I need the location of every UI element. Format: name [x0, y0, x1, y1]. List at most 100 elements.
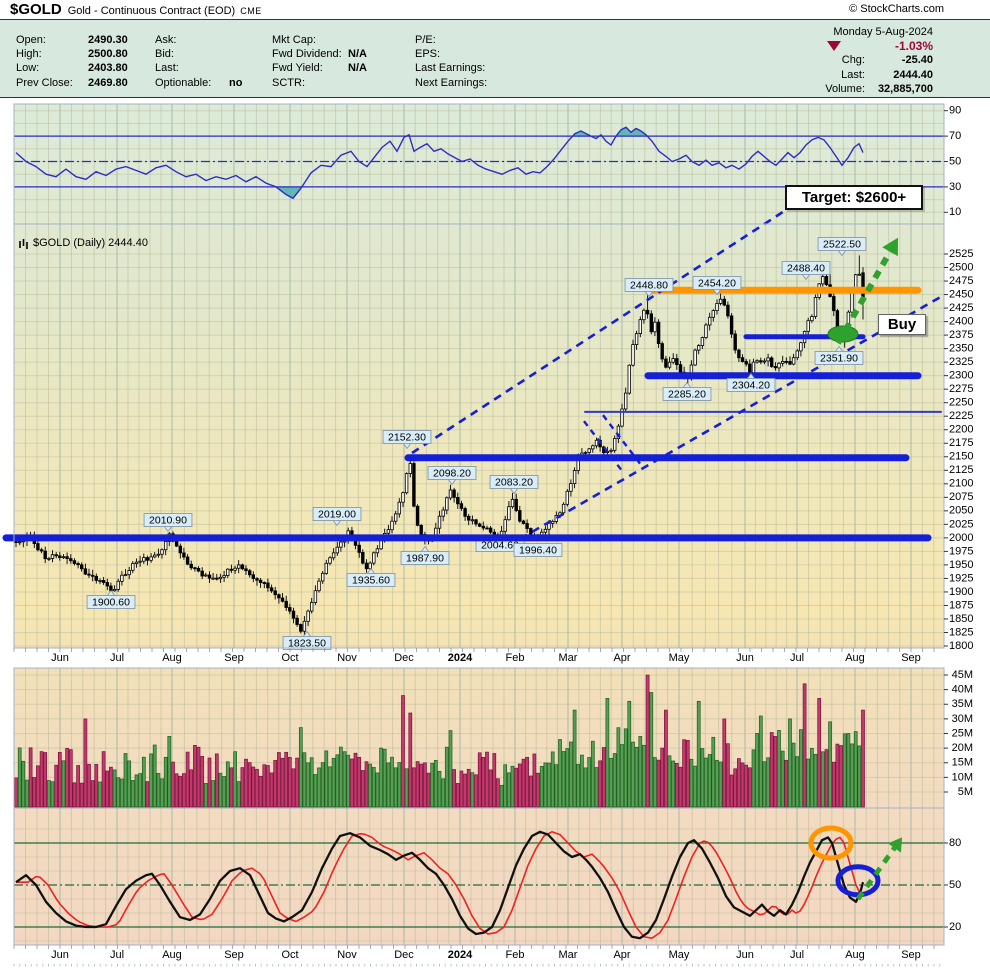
svg-text:Sep: Sep	[901, 949, 921, 961]
svg-text:Feb: Feb	[506, 949, 525, 961]
title-bar: $GOLD Gold - Continuous Contract (EOD) CME	[10, 1, 980, 18]
candlesticks	[14, 255, 865, 636]
svg-text:40M: 40M	[952, 684, 973, 696]
oscillator-main-line	[15, 830, 865, 940]
svg-text:1825: 1825	[949, 626, 973, 638]
quote-field-value: no	[229, 76, 243, 89]
quote-field-value: 2490.30	[88, 34, 128, 47]
svg-text:Sep: Sep	[901, 652, 921, 664]
svg-text:Dec: Dec	[394, 652, 414, 664]
svg-text:20: 20	[949, 921, 961, 933]
chg-value: -25.40	[901, 54, 933, 67]
highlight-ring	[808, 825, 854, 861]
quote-col-bidask: Ask: Bid: Last: Optionable: no	[155, 33, 242, 90]
svg-text:Aug: Aug	[845, 652, 865, 664]
svg-text:2125: 2125	[949, 464, 973, 476]
quote-row: Fwd Dividend: N/A	[272, 47, 367, 61]
quote-chg-row: Chg: -25.40	[773, 53, 933, 67]
svg-text:10M: 10M	[952, 771, 973, 783]
price-label: 2285.20	[662, 381, 712, 401]
svg-text:2098.20: 2098.20	[433, 467, 471, 479]
quote-right-block: Monday 5-Aug-2024 -1.03% Chg: -25.40 Las…	[773, 25, 933, 96]
svg-text:2200: 2200	[949, 424, 973, 436]
svg-text:2375: 2375	[949, 329, 973, 341]
svg-text:2522.50: 2522.50	[823, 238, 861, 250]
svg-text:5M: 5M	[958, 786, 973, 798]
volume-label: Volume:	[825, 82, 865, 95]
svg-text:2100: 2100	[949, 478, 973, 490]
svg-text:Sep: Sep	[224, 652, 244, 664]
quote-col-earnings: P/E: EPS: Last Earnings: Next Earnings:	[415, 33, 487, 90]
svg-text:2351.90: 2351.90	[820, 352, 858, 364]
quote-field-label: Optionable:	[155, 76, 212, 89]
price-label: 2010.90	[143, 513, 193, 533]
svg-text:May: May	[669, 652, 690, 664]
price-label: 1996.40	[513, 543, 563, 557]
svg-text:Aug: Aug	[162, 949, 182, 961]
svg-text:Oct: Oct	[281, 949, 298, 961]
quote-field-label: Fwd Yield:	[272, 62, 323, 75]
quote-row: EPS:	[415, 47, 487, 61]
quote-row: Fwd Yield: N/A	[272, 61, 367, 75]
quote-row: Mkt Cap:	[272, 33, 367, 47]
svg-text:2525: 2525	[949, 248, 973, 260]
ticker-name: Gold - Continuous Contract (EOD)	[67, 5, 236, 17]
svg-text:Sep: Sep	[224, 949, 244, 961]
svg-text:10: 10	[949, 206, 961, 218]
quote-field-label: Low:	[16, 62, 40, 75]
quote-row: Bid:	[155, 47, 242, 61]
price-label: 2454.20	[692, 276, 742, 296]
oscillator-signal-line	[16, 830, 861, 940]
svg-text:1800: 1800	[949, 640, 973, 652]
quote-row: Prev Close: 2469.80	[16, 76, 128, 90]
svg-text:2400: 2400	[949, 315, 973, 327]
svg-text:2050: 2050	[949, 505, 973, 517]
svg-text:Nov: Nov	[337, 949, 357, 961]
price-label: 2488.40	[781, 261, 831, 281]
svg-text:2300: 2300	[949, 370, 973, 382]
svg-text:30: 30	[949, 181, 961, 193]
ticker-symbol: $GOLD	[10, 1, 62, 18]
svg-text:2010.90: 2010.90	[149, 514, 187, 526]
buy-point-ellipse	[827, 325, 859, 343]
quote-row: P/E:	[415, 33, 487, 47]
svg-text:2488.40: 2488.40	[787, 262, 825, 274]
quote-field-label: Last:	[155, 62, 179, 75]
svg-text:35M: 35M	[952, 698, 973, 710]
svg-text:1925: 1925	[949, 572, 973, 584]
quote-last-row: Last: 2444.40	[773, 68, 933, 82]
svg-text:2350: 2350	[949, 343, 973, 355]
svg-text:2175: 2175	[949, 437, 973, 449]
quote-col-fundamentals: Mkt Cap: Fwd Dividend: N/A Fwd Yield: N/A SCT…	[272, 33, 367, 90]
quote-field-value: N/A	[348, 62, 367, 75]
svg-text:May: May	[669, 949, 690, 961]
quote-row: Optionable: no	[155, 76, 242, 90]
rsi-line	[15, 126, 864, 200]
svg-text:1850: 1850	[949, 613, 973, 625]
svg-text:2450: 2450	[949, 288, 973, 300]
svg-text:2285.20: 2285.20	[668, 388, 706, 400]
svg-text:2225: 2225	[949, 410, 973, 422]
axis-ticks	[13, 648, 941, 967]
quote-field-label: Next Earnings:	[415, 76, 488, 89]
copyright: © StockCharts.com	[849, 3, 944, 15]
svg-text:50: 50	[949, 155, 961, 167]
quote-row: Next Earnings:	[415, 76, 487, 90]
svg-text:Mar: Mar	[559, 949, 578, 961]
svg-text:2000: 2000	[949, 532, 973, 544]
quote-field-label: Bid:	[155, 48, 174, 61]
quote-field-label: Mkt Cap:	[272, 34, 317, 47]
svg-text:1975: 1975	[949, 545, 973, 557]
svg-text:Feb: Feb	[506, 652, 525, 664]
volume-bars	[14, 674, 865, 808]
svg-text:1875: 1875	[949, 599, 973, 611]
svg-text:Jun: Jun	[736, 652, 754, 664]
price-label: 1935.60	[346, 567, 396, 587]
exchange-label: CME	[240, 6, 262, 16]
svg-text:2475: 2475	[949, 275, 973, 287]
price-label: 2304.20	[726, 372, 776, 392]
svg-text:2024: 2024	[448, 652, 473, 664]
